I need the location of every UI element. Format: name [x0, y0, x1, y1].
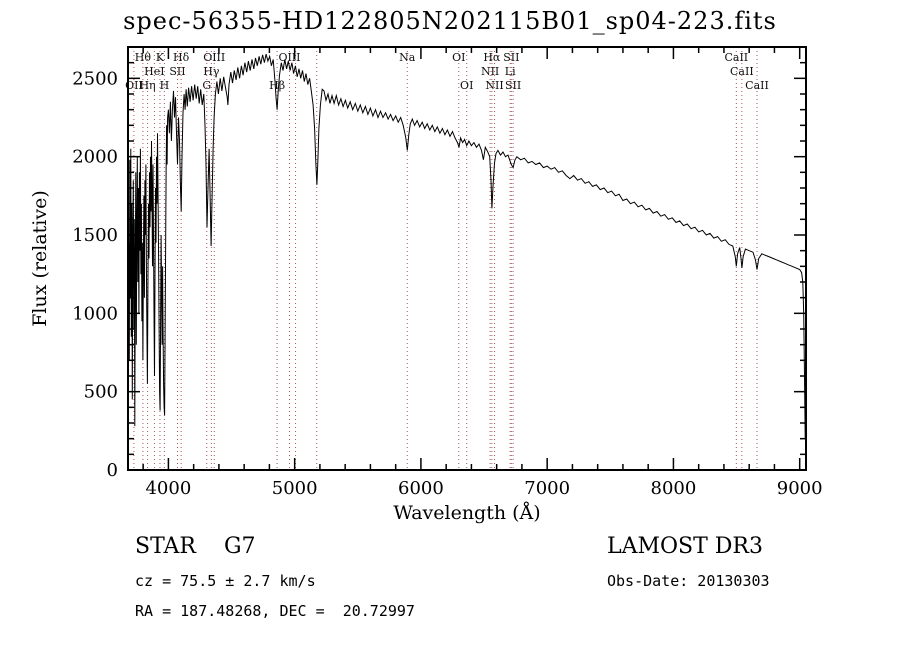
- svg-text:Li: Li: [505, 65, 516, 78]
- axis-ticks: [128, 47, 806, 471]
- svg-text:OI: OI: [452, 51, 465, 64]
- svg-text:SII: SII: [505, 79, 521, 92]
- svg-text:OII: OII: [125, 79, 143, 92]
- x-axis-label: Wavelength (Å): [393, 502, 540, 524]
- svg-text:Hβ: Hβ: [269, 79, 285, 92]
- svg-text:1500: 1500: [72, 225, 118, 246]
- radial-velocity: cz = 75.5 ± 2.7 km/s: [135, 572, 316, 590]
- svg-text:Hγ: Hγ: [203, 65, 220, 78]
- plot-title: spec-56355-HD122805N202115B01_sp04-223.f…: [123, 7, 777, 35]
- survey-label: LAMOST DR3: [607, 534, 763, 559]
- svg-text:H: H: [160, 79, 170, 92]
- svg-text:OIII: OIII: [278, 51, 300, 64]
- svg-text:G: G: [202, 79, 211, 92]
- x-tick-labels: 4000 5000 6000 7000 8000 9000: [145, 478, 822, 499]
- svg-text:2500: 2500: [72, 68, 118, 89]
- svg-text:500: 500: [84, 382, 118, 403]
- svg-text:7000: 7000: [524, 478, 570, 499]
- svg-text:NII: NII: [485, 79, 503, 92]
- svg-text:Hη: Hη: [139, 79, 155, 92]
- y-tick-labels: 0 500 1000 1500 2000 2500: [72, 68, 118, 481]
- svg-text:Hδ: Hδ: [173, 51, 190, 64]
- svg-text:9000: 9000: [777, 478, 823, 499]
- coordinates: RA = 187.48268, DEC = 20.72997: [135, 602, 415, 620]
- svg-text:NII: NII: [481, 65, 499, 78]
- svg-text:0: 0: [107, 460, 118, 481]
- y-axis-label: Flux (relative): [29, 190, 51, 327]
- svg-text:6000: 6000: [398, 478, 444, 499]
- spectral-line-markers: [133, 47, 758, 470]
- svg-text:Hα: Hα: [483, 51, 501, 64]
- plot-frame: [127, 46, 807, 471]
- svg-text:CaII: CaII: [745, 79, 769, 92]
- svg-text:CaII: CaII: [730, 65, 754, 78]
- svg-text:8000: 8000: [651, 478, 697, 499]
- svg-text:Na: Na: [399, 51, 416, 64]
- svg-text:OIII: OIII: [203, 51, 225, 64]
- svg-text:HeI: HeI: [144, 65, 164, 78]
- svg-text:SII: SII: [503, 51, 519, 64]
- svg-text:4000: 4000: [145, 478, 191, 499]
- svg-text:Hθ: Hθ: [135, 51, 152, 64]
- svg-text:K: K: [156, 51, 165, 64]
- svg-text:CaII: CaII: [724, 51, 748, 64]
- obs-date: Obs-Date: 20130303: [607, 572, 770, 590]
- svg-text:OI: OI: [460, 79, 473, 92]
- object-class-label: STAR G7: [135, 534, 256, 559]
- svg-text:SII: SII: [169, 65, 185, 78]
- svg-text:2000: 2000: [72, 147, 118, 168]
- svg-text:5000: 5000: [272, 478, 318, 499]
- svg-text:1000: 1000: [72, 303, 118, 324]
- spectrum-line: [128, 53, 806, 439]
